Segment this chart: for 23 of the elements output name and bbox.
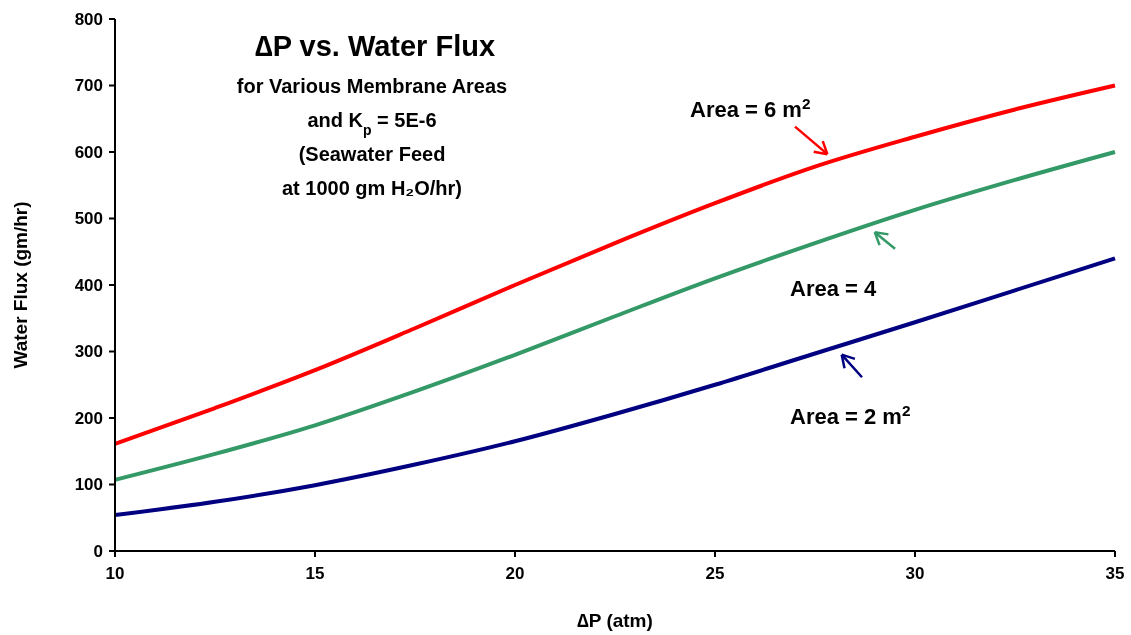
series-label: Area = 4 xyxy=(790,275,877,301)
y-tick-label: 800 xyxy=(74,9,103,29)
y-tick-label: 500 xyxy=(74,209,103,229)
x-tick-label: 10 xyxy=(105,564,125,583)
y-axis-title: Water Flux (gm/hr) xyxy=(10,201,31,369)
y-tick-label: 0 xyxy=(93,541,103,561)
x-tick-label: 20 xyxy=(505,564,525,583)
x-tick-label: 15 xyxy=(305,564,325,583)
x-tick-label: 30 xyxy=(905,564,925,583)
y-tick-label: 300 xyxy=(74,342,103,362)
x-tick-label: 35 xyxy=(1105,564,1125,583)
x-axis-title: ∆P (atm) xyxy=(577,610,653,631)
legend-label: Area = 2 m$^{2}$ xyxy=(790,401,911,430)
x-tick-label: 25 xyxy=(705,564,725,583)
text: Area = 6 m$^{2}$ xyxy=(690,94,811,122)
y-tick-label: 100 xyxy=(74,475,103,495)
text: for Various Membrane Areas and K$_{p}$ = 5E-6 (Seawater Feed at 1000 gm H₂O/hr) xyxy=(236,75,508,199)
y-tick-label: 400 xyxy=(74,275,103,295)
y-tick-label: 200 xyxy=(74,408,103,428)
chart-title: ∆P vs. Water Flux xyxy=(254,30,496,62)
y-tick-label: 700 xyxy=(74,76,103,96)
line-series xyxy=(113,256,1117,518)
y-tick-label: 600 xyxy=(74,142,103,162)
